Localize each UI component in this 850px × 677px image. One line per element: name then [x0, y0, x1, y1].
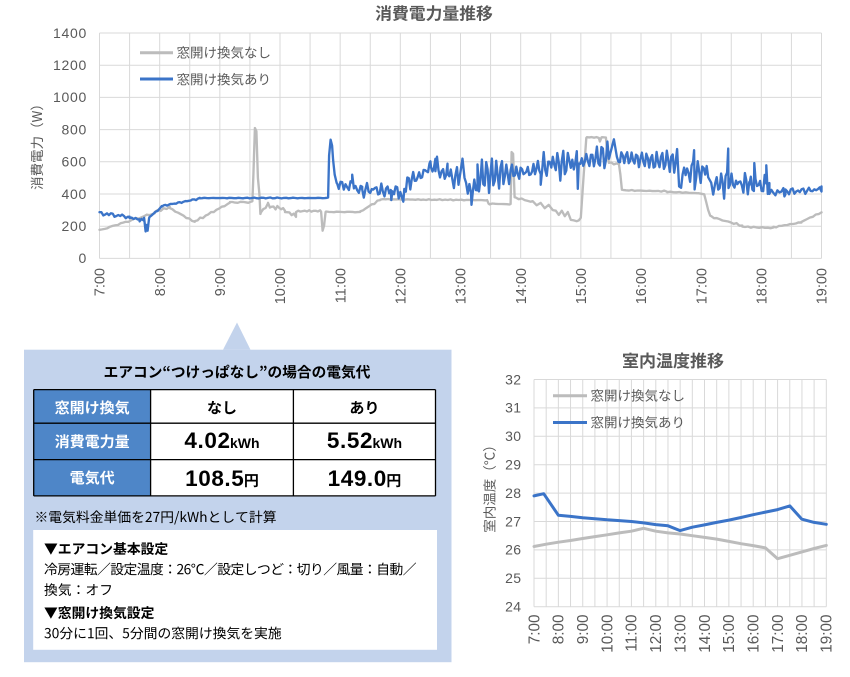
svg-text:17:00: 17:00: [694, 268, 710, 304]
svg-text:29: 29: [505, 457, 521, 473]
svg-text:kWh: kWh: [373, 435, 403, 451]
svg-text:7:00: 7:00: [93, 268, 109, 296]
svg-text:10:00: 10:00: [599, 615, 616, 653]
svg-text:1000: 1000: [53, 89, 87, 105]
svg-text:26: 26: [505, 542, 521, 558]
svg-text:600: 600: [62, 154, 87, 170]
svg-text:14:00: 14:00: [514, 268, 530, 304]
svg-text:8:00: 8:00: [551, 615, 568, 645]
svg-text:25: 25: [505, 570, 521, 586]
svg-text:15:00: 15:00: [721, 615, 738, 653]
svg-text:28: 28: [505, 485, 521, 501]
svg-text:9:00: 9:00: [213, 268, 229, 296]
svg-text:8:00: 8:00: [153, 268, 169, 296]
svg-text:18:00: 18:00: [754, 268, 770, 304]
svg-text:400: 400: [62, 186, 87, 202]
svg-text:4.02: 4.02: [184, 428, 230, 453]
svg-text:30: 30: [505, 428, 521, 444]
svg-text:1200: 1200: [53, 57, 87, 73]
svg-text:18:00: 18:00: [794, 615, 811, 653]
svg-text:16:00: 16:00: [634, 268, 650, 304]
svg-text:11:00: 11:00: [333, 268, 349, 303]
svg-text:9:00: 9:00: [575, 615, 592, 645]
svg-text:16:00: 16:00: [746, 615, 763, 653]
svg-text:108.5: 108.5: [185, 466, 244, 491]
svg-text:14:00: 14:00: [697, 615, 714, 653]
svg-text:0: 0: [79, 250, 88, 266]
svg-text:31: 31: [505, 400, 521, 416]
svg-text:32: 32: [505, 371, 521, 387]
svg-text:11:00: 11:00: [624, 615, 641, 652]
svg-text:13:00: 13:00: [454, 268, 470, 304]
svg-text:24: 24: [505, 599, 521, 615]
svg-text:10:00: 10:00: [273, 268, 289, 304]
svg-text:200: 200: [62, 218, 87, 234]
svg-text:17:00: 17:00: [770, 615, 787, 653]
svg-text:1400: 1400: [53, 25, 87, 41]
svg-text:800: 800: [62, 121, 87, 137]
svg-text:kWh: kWh: [230, 435, 260, 451]
svg-text:7:00: 7:00: [526, 615, 543, 645]
svg-text:5.52: 5.52: [327, 428, 373, 453]
svg-text:149.0: 149.0: [328, 466, 387, 491]
svg-text:19:00: 19:00: [819, 615, 836, 653]
svg-text:19:00: 19:00: [815, 268, 831, 304]
svg-text:13:00: 13:00: [672, 615, 689, 653]
svg-text:12:00: 12:00: [393, 268, 409, 304]
svg-text:12:00: 12:00: [648, 615, 665, 653]
svg-text:27: 27: [505, 513, 521, 529]
svg-text:15:00: 15:00: [574, 268, 590, 304]
